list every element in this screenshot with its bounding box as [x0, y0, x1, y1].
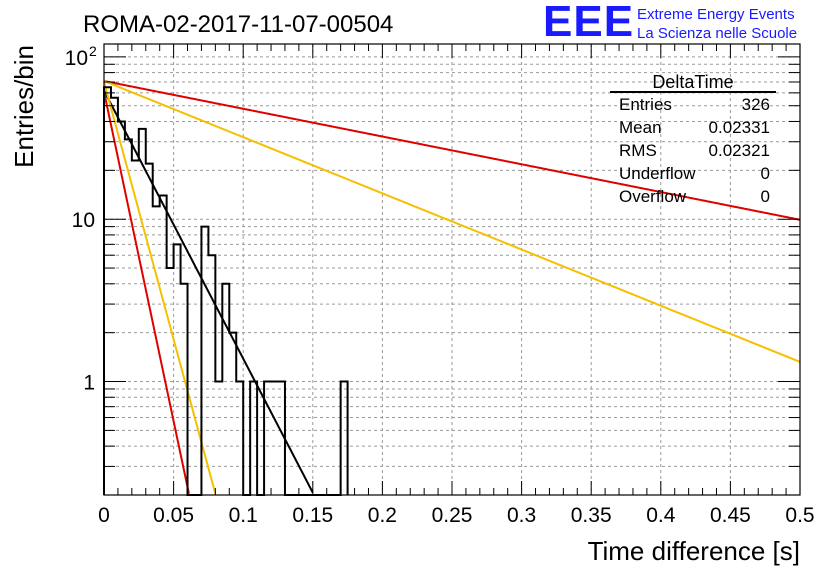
logo-line-2: La Scienza nelle Scuole — [637, 25, 798, 42]
x-tick-labels: 0 0.05 0.1 0.15 0.2 0.25 0.3 0.35 0.4 0.45 0.5 — [98, 504, 814, 527]
axis-ticks — [103, 44, 801, 496]
x-tick-label: 0.2 — [368, 504, 397, 527]
fit-curve-fit — [103, 90, 314, 494]
stats-rows: Entries 326 Mean 0.02331 RMS 0.02321 Underflow… — [619, 95, 770, 206]
y-tick-label-exponent: 2 — [89, 43, 97, 59]
x-tick-label: 0.4 — [646, 504, 676, 527]
fit-curve-upper-slow — [103, 80, 801, 221]
stats-box: DeltaTime Entries 326 Mean 0.02331 RMS 0.0232… — [610, 72, 776, 206]
histogram-outline — [103, 86, 349, 496]
chart-title: ROMA-02-2017-11-07-00504 — [83, 11, 393, 38]
y-tick-label: 10 — [65, 47, 88, 70]
stats-title: DeltaTime — [652, 72, 733, 92]
fit-curve-mid-slow — [103, 80, 801, 363]
x-tick-label: 0 — [98, 504, 110, 527]
stats-value: 0 — [761, 164, 770, 183]
stats-value: 0 — [761, 187, 770, 206]
x-tick-label: 0.25 — [432, 504, 473, 527]
stats-value: 0.02321 — [709, 141, 770, 160]
stats-value: 0.02331 — [709, 118, 770, 137]
y-tick-label: 10 — [72, 209, 95, 232]
y-axis-label: Entries/bin — [9, 45, 39, 168]
stats-label: Underflow — [619, 164, 696, 183]
grid — [104, 44, 800, 496]
logo-line-1: Extreme Energy Events — [637, 6, 795, 23]
stats-label: RMS — [619, 141, 657, 160]
x-tick-label: 0.3 — [507, 504, 536, 527]
eee-logo-text: Extreme Energy Events La Scienza nelle S… — [637, 5, 797, 43]
stats-label: Overflow — [619, 187, 687, 206]
x-tick-label: 0.05 — [153, 504, 194, 527]
stats-label: Entries — [619, 95, 672, 114]
x-tick-label: 0.15 — [292, 504, 333, 527]
stats-value: 326 — [742, 95, 770, 114]
x-tick-label: 0.1 — [229, 504, 258, 527]
fit-curve-lower-fast — [103, 91, 190, 494]
x-tick-label: 0.35 — [571, 504, 612, 527]
x-tick-label: 0.45 — [710, 504, 751, 527]
x-tick-label: 0.5 — [785, 504, 814, 527]
fit-curve-mid-fast — [103, 81, 217, 494]
eee-logo: EEE Extreme Energy Events La Scienza nel… — [543, 0, 835, 46]
stats-label: Mean — [619, 118, 662, 137]
x-axis-label: Time difference [s] — [588, 536, 800, 566]
eee-logo-mark: EEE — [543, 0, 635, 46]
y-tick-label: 1 — [83, 372, 95, 395]
